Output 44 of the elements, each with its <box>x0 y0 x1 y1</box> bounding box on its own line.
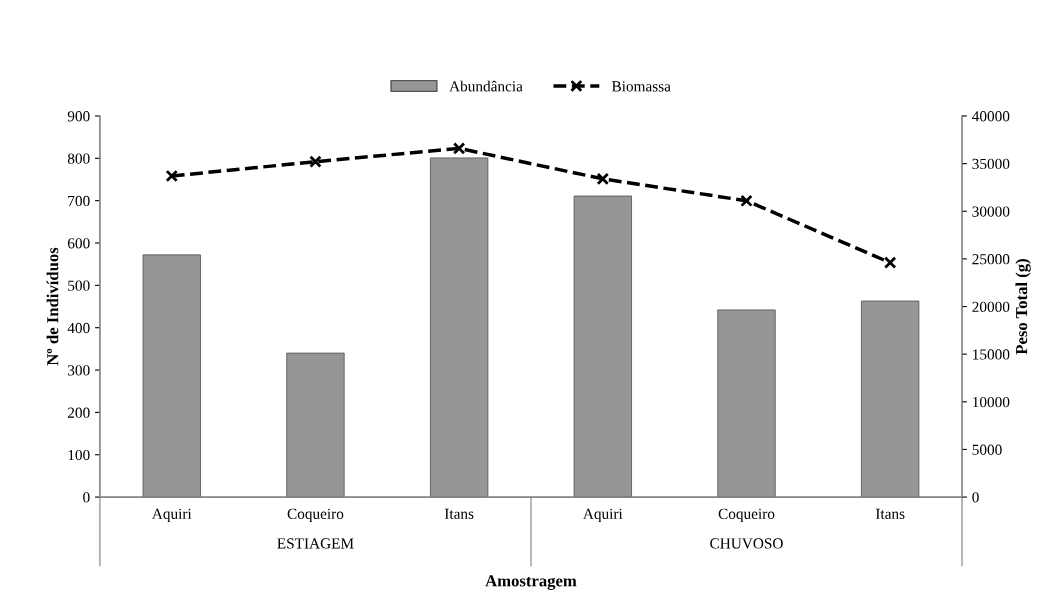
y-axis-title: Nº de Indivíduos <box>46 247 59 366</box>
x-tick-label: Itans <box>875 508 905 519</box>
y2-tick-label: 10000 <box>973 396 1010 408</box>
y2-tick-label: 40000 <box>972 111 1010 122</box>
bar <box>573 195 632 498</box>
point <box>596 172 610 186</box>
y2-tick-label: 25000 <box>972 254 1010 265</box>
y-tick-label: 0 <box>83 492 90 503</box>
x-tick-label: Coqueiro <box>287 508 344 523</box>
y2-tick-label: 15000 <box>973 349 1010 360</box>
point <box>309 155 322 168</box>
y2-axis-title: Peso Total (g) <box>1015 259 1031 355</box>
point <box>883 256 897 269</box>
x-axis-title: Amostragem <box>485 575 577 590</box>
y2-tick-label: 35000 <box>972 158 1010 170</box>
point <box>740 194 753 208</box>
legend-label: Abundância <box>449 80 523 92</box>
x-tick-label: Coqueiro <box>718 508 775 523</box>
text: CHUVOSO <box>710 538 783 549</box>
y-tick-label: 200 <box>67 407 90 418</box>
y-tick-label: 500 <box>68 280 90 291</box>
x-tick-label: Itans <box>444 508 474 519</box>
bar <box>717 309 776 498</box>
bar <box>286 352 345 498</box>
bar <box>429 157 489 498</box>
bar <box>861 300 920 498</box>
text: ESTIAGEM <box>277 538 354 549</box>
y2-tick-label: 5000 <box>972 444 1002 455</box>
y-tick-label: 600 <box>67 238 90 249</box>
y-tick-label: 800 <box>67 153 90 164</box>
x-tick-label: Aquiri <box>583 508 623 523</box>
y-tick-label: 100 <box>68 449 90 461</box>
y-tick-label: 700 <box>68 195 90 207</box>
bar <box>142 254 201 498</box>
y2-tick-label: 0 <box>972 492 979 503</box>
x-tick-label: Aquiri <box>151 508 192 523</box>
legend-label: Biomassa <box>611 81 671 92</box>
y2-tick-label: 30000 <box>972 206 1010 217</box>
y-tick-label: 300 <box>68 365 90 376</box>
point <box>165 169 179 183</box>
y-tick-label: 900 <box>67 111 90 122</box>
point <box>452 142 466 155</box>
y-tick-label: 400 <box>67 322 90 334</box>
y2-tick-label: 20000 <box>972 301 1010 312</box>
